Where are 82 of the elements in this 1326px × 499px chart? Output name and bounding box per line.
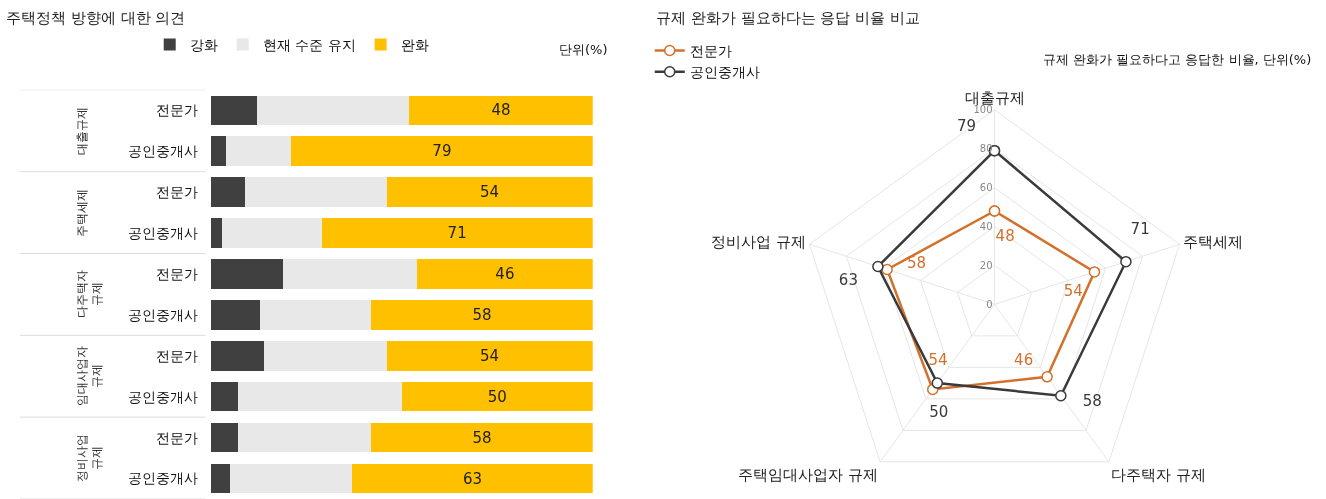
bar [245,177,387,207]
y-tick-label: 60 [979,181,993,193]
y-tick-label: 100 [973,104,993,116]
bar [386,341,593,371]
chart-title: 규제 완화가 필요하다는 응답 비율 비교 [656,9,920,27]
bar [210,381,238,412]
legend-label: 완화 [400,36,429,53]
bar [210,422,238,453]
data-label: 58 [472,305,492,324]
y-tick-label: 공인중개사 [127,143,198,160]
spoke-label: 주택세제 [1182,233,1243,252]
bar [210,341,265,371]
data-label: 54 [1063,281,1083,300]
legend-label: 전문가 [689,42,732,59]
bar [237,422,372,453]
y-tick-label: 0 [986,298,993,310]
bar [371,300,593,330]
y-tick-label: 공인중개사 [127,388,198,405]
data-label: 58 [1082,391,1102,410]
bar [210,300,261,330]
bar [210,259,284,289]
bar [291,136,593,166]
bar [210,463,230,494]
data-label: 71 [447,224,467,243]
y-tick-label: 20 [979,259,993,271]
bar [229,463,353,494]
bar [352,463,593,494]
data-label: 79 [432,142,452,161]
data-label: 63 [462,469,482,488]
bar [237,381,402,412]
chart-subtitle: 단위(%) [559,42,608,57]
bar [210,95,257,126]
text: 주택세제 [75,188,90,237]
legend-label: 공인중개사 [689,64,760,81]
bar [386,177,593,207]
legend-label: 강화 [189,36,218,53]
data-label: 46 [1014,351,1034,370]
y-tick-label: 40 [979,220,993,232]
y-tick-label: 공인중개사 [127,224,198,241]
legend-label: 현재 수준 유지 [262,36,356,53]
bar [210,177,246,207]
bar [409,95,593,126]
data-label: 79 [956,117,977,136]
bar [264,341,387,371]
y-tick-label: 전문가 [155,347,198,364]
bar [283,259,418,289]
text: 대출규제 [75,106,90,155]
data-label: 71 [1130,219,1150,238]
bar [321,218,593,248]
spoke-label: 정비사업 규제 [711,233,807,252]
bar [260,300,372,330]
spoke-label: 주택임대사업자 규제 [738,465,879,484]
bar [210,136,227,166]
y-tick-label: 공인중개사 [127,470,198,487]
chart-title: 주택정책 방향에 대한 의견 [6,9,186,27]
data-label: 48 [995,226,1015,245]
y-tick-label: 전문가 [155,265,198,282]
text: 규제 완화가 필요하다고 응답한 비율, 단위(%) [1043,52,1312,67]
data-label: 46 [495,264,515,283]
data-label: 54 [480,346,500,365]
data-label: 54 [928,350,948,369]
bar [417,259,593,289]
text: 정비사업 규제 [74,434,105,483]
bar [371,422,593,453]
data-label: 58 [472,428,492,447]
text: 임대사업자 규제 [74,346,105,407]
data-label: 50 [487,387,507,406]
data-label: 54 [480,183,500,202]
text: 다주택자 규제 [74,270,105,319]
bar [226,136,292,166]
y-tick-label: 전문가 [155,102,198,119]
spoke-label: 다주택자 규제 [1110,465,1206,484]
data-label: 50 [929,403,949,422]
bar [401,381,593,412]
data-label: 48 [491,101,511,120]
bar [256,95,410,126]
data-label: 63 [838,271,858,289]
y-tick-label: 전문가 [155,184,198,201]
y-tick-label: 공인중개사 [127,306,198,323]
bar [222,218,322,248]
y-tick-label: 전문가 [155,429,198,446]
bar [210,218,223,248]
